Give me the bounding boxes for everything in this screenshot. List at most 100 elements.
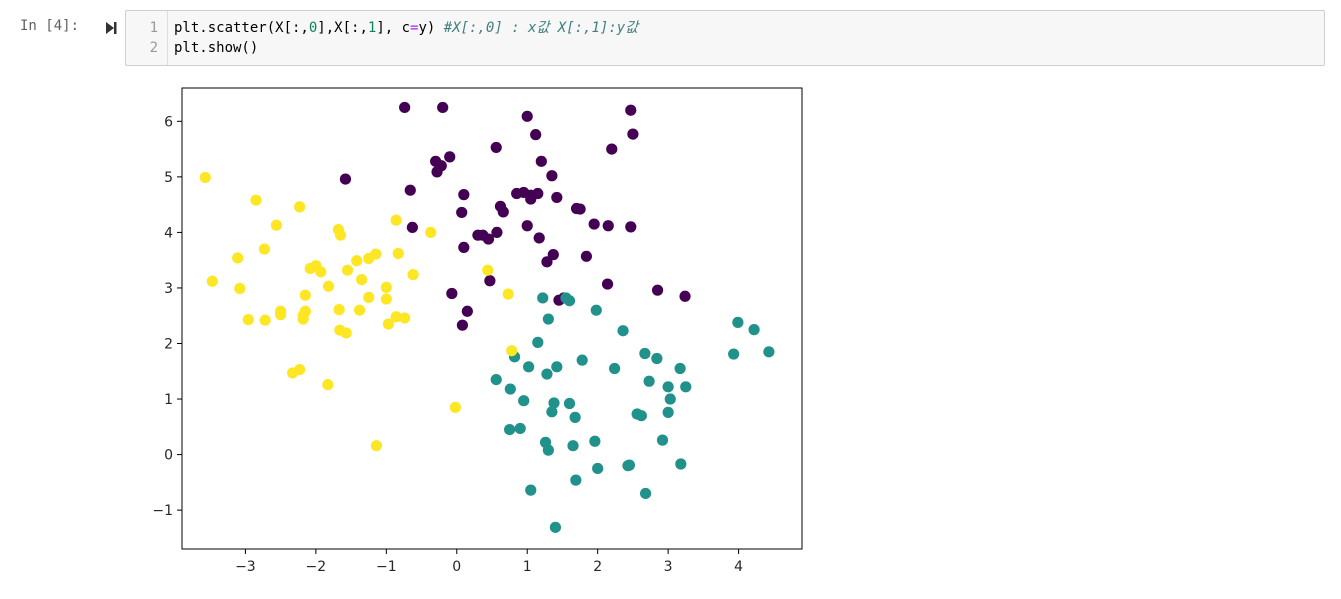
- scatter-point-class-2: [380, 293, 392, 305]
- scatter-point-class-2: [234, 282, 246, 295]
- scatter-point-class-2: [270, 219, 283, 231]
- x-tick-label: 3: [664, 559, 673, 575]
- scatter-point-class-0: [458, 189, 470, 201]
- scatter-point-class-1: [560, 292, 572, 304]
- scatter-point-class-2: [299, 289, 311, 301]
- scatter-point-class-0: [602, 220, 614, 232]
- scatter-point-class-1: [589, 435, 601, 447]
- code-comment: #X[:,0] : x값 X[:,1]:y값: [443, 20, 639, 36]
- scatter-point-class-0: [456, 319, 469, 331]
- scatter-point-class-1: [546, 406, 558, 418]
- y-tick-label: 0: [164, 448, 173, 464]
- scatter-point-class-1: [542, 444, 554, 456]
- scatter-point-class-1: [635, 410, 647, 422]
- code-number-token: 0: [308, 20, 318, 36]
- scatter-point-class-2: [502, 288, 514, 300]
- scatter-point-class-1: [541, 368, 553, 380]
- scatter-point-class-1: [542, 313, 554, 325]
- scatter-point-class-1: [622, 460, 634, 472]
- scatter-point-class-2: [506, 345, 518, 357]
- x-tick-label: −2: [306, 559, 327, 575]
- code-operator-token: =: [410, 20, 419, 36]
- scatter-point-class-2: [356, 274, 368, 286]
- scatter-point-class-2: [315, 266, 327, 278]
- code-token: ],X[:,: [317, 20, 368, 36]
- scatter-point-class-1: [617, 325, 629, 337]
- scatter-point-class-0: [497, 206, 509, 218]
- scatter-point-class-2: [275, 309, 287, 321]
- run-cell-icon[interactable]: [104, 20, 118, 36]
- y-tick-label: 2: [164, 336, 173, 352]
- scatter-point-class-2: [392, 247, 404, 260]
- scatter-point-class-0: [606, 143, 618, 155]
- scatter-point-class-1: [748, 324, 760, 336]
- scatter-point-class-0: [458, 241, 470, 254]
- scatter-point-class-0: [551, 191, 563, 204]
- scatter-point-class-1: [548, 397, 560, 409]
- scatter-point-class-0: [580, 250, 593, 262]
- scatter-point-class-1: [569, 411, 581, 423]
- scatter-point-class-0: [541, 256, 553, 268]
- line-number-2: 2: [149, 40, 158, 56]
- x-tick-label: 0: [452, 559, 461, 575]
- scatter-point-class-0: [339, 173, 352, 185]
- scatter-point-class-2: [380, 281, 392, 293]
- scatter-point-class-0: [547, 249, 559, 261]
- scatter-point-class-1: [675, 458, 687, 470]
- scatter-point-class-0: [490, 141, 502, 154]
- scatter-point-class-2: [333, 304, 345, 316]
- x-tick-label: −1: [376, 559, 397, 575]
- x-tick-label: 1: [523, 559, 532, 575]
- scatter-point-class-2: [322, 280, 335, 292]
- scatter-point-class-0: [546, 170, 558, 182]
- scatter-point-class-0: [406, 221, 418, 234]
- y-tick-label: 3: [164, 281, 173, 297]
- scatter-point-class-1: [532, 336, 544, 348]
- scatter-point-class-0: [456, 206, 468, 219]
- scatter-point-class-2: [382, 318, 395, 330]
- y-tick-label: 1: [164, 392, 173, 408]
- y-tick-label: −1: [152, 503, 173, 519]
- scatter-point-class-2: [206, 275, 218, 287]
- code-line-1[interactable]: plt.scatter(X[:,0],X[:,1], c=y) #X[:,0] …: [174, 18, 638, 38]
- scatter-point-class-0: [679, 290, 691, 302]
- scatter-point-class-1: [525, 484, 537, 496]
- scatter-plot: −3 −2 −1 0 1 2 3 4 −1 0 1 2 3 4 5 6: [152, 87, 803, 575]
- scatter-point-class-1: [643, 375, 655, 387]
- scatter-point-class-2: [334, 229, 347, 241]
- x-tick-label: −3: [235, 559, 256, 575]
- code-line-2[interactable]: plt.show(): [174, 40, 259, 56]
- plot-frame: [181, 87, 803, 550]
- scatter-point-class-1: [537, 292, 549, 304]
- scatter-point-class-1: [563, 397, 576, 410]
- scatter-point-class-1: [576, 354, 588, 366]
- scatter-point-class-1: [664, 393, 676, 405]
- scatter-point-class-1: [728, 348, 740, 360]
- scatter-point-class-0: [525, 193, 537, 205]
- scatter-point-class-0: [530, 129, 542, 141]
- scatter-point-class-2: [322, 378, 334, 391]
- scatter-point-class-0: [651, 284, 664, 296]
- line-number-1: 1: [149, 20, 158, 36]
- scatter-point-class-2: [363, 291, 375, 303]
- scatter-point-class-2: [287, 367, 299, 379]
- scatter-point-class-2: [259, 314, 271, 326]
- y-tick-label: 4: [164, 225, 173, 241]
- scatter-point-class-1: [551, 361, 563, 373]
- scatter-point-class-1: [674, 362, 686, 375]
- code-cell[interactable]: 1 2 plt.scatter(X[:,0],X[:,1], c=y) #X[:…: [125, 10, 1325, 66]
- scatter-point-class-2: [242, 314, 254, 326]
- scatter-point-class-1: [732, 316, 744, 328]
- scatter-point-class-1: [514, 422, 526, 435]
- scatter-point-class-2: [258, 243, 271, 255]
- scatter-point-class-2: [449, 401, 461, 413]
- scatter-point-class-2: [340, 327, 352, 339]
- scatter-point-class-1: [504, 383, 516, 395]
- scatter-point-class-0: [484, 275, 496, 287]
- scatter-point-class-0: [437, 101, 449, 114]
- scatter-point-class-2: [390, 311, 402, 323]
- scatter-point-class-1: [504, 423, 516, 436]
- scatter-point-class-2: [399, 312, 411, 324]
- scatter-point-class-2: [199, 171, 211, 184]
- scatter-point-class-1: [662, 406, 674, 418]
